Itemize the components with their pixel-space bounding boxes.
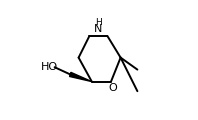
Polygon shape [69,72,92,82]
Text: HO: HO [41,62,58,72]
Text: O: O [109,83,117,93]
Text: H: H [95,18,102,27]
Text: N: N [94,24,103,34]
